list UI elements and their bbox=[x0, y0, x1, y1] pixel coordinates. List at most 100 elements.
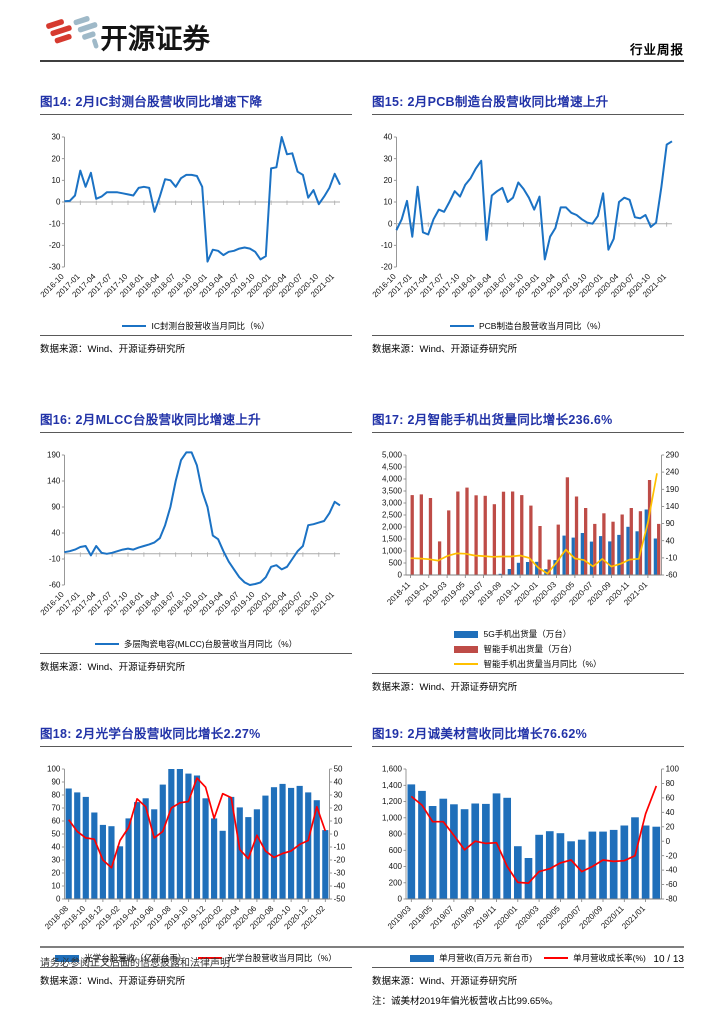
svg-text:-60: -60 bbox=[49, 581, 61, 590]
legend-label: 智能手机出货量当月同比（%） bbox=[483, 659, 602, 669]
figure-16-chart: -60 -10 40 90 140 190 2016-10 2017-01 2017-04 201… bbox=[39, 445, 352, 650]
svg-text:30: 30 bbox=[383, 154, 392, 163]
brand-logo: 开源证券 bbox=[40, 14, 232, 60]
svg-text:40: 40 bbox=[383, 133, 392, 142]
chart-svg: -30-20-1001020302016-102017-012017-04201… bbox=[39, 133, 341, 299]
figure-14: 图14: 2月IC封测台股营收同比增速下降 -30 -20 -10 0 10 20 30 20… bbox=[39, 75, 352, 355]
svg-text:-10: -10 bbox=[381, 241, 393, 250]
legend-line-swatch bbox=[198, 957, 223, 959]
svg-text:20: 20 bbox=[51, 869, 60, 878]
svg-text:-10: -10 bbox=[49, 219, 61, 228]
chart-legend: IC封测台股营收当月同比（%） bbox=[40, 320, 352, 332]
figure-17-title: 图17: 2月智能手机出货量同比增长236.6% bbox=[372, 406, 684, 433]
figures-row-2: 图16: 2月MLCC台股营收同比增速上升 -60 -10 40 90 140 190 20… bbox=[0, 393, 724, 693]
svg-text:3,000: 3,000 bbox=[382, 499, 403, 508]
legend-item: 光学台股营收（亿新台币） bbox=[55, 952, 186, 964]
svg-text:10: 10 bbox=[383, 198, 392, 207]
svg-text:-60: -60 bbox=[666, 571, 678, 580]
svg-text:1,000: 1,000 bbox=[382, 547, 403, 556]
svg-text:0: 0 bbox=[666, 837, 671, 846]
svg-text:0: 0 bbox=[56, 895, 61, 904]
figure-17-source: 数据来源：Wind、开源证券研究所 bbox=[372, 673, 684, 693]
svg-text:-60: -60 bbox=[666, 880, 678, 889]
svg-text:40: 40 bbox=[51, 529, 60, 538]
svg-text:600: 600 bbox=[389, 846, 403, 855]
legend-item: 5G手机出货量（万台） bbox=[454, 628, 571, 640]
svg-text:10: 10 bbox=[334, 817, 343, 826]
figure-19-chart: 0 200 400 600 800 1,000 1,200 1,400 1,600 -80 -60-… bbox=[372, 759, 684, 964]
svg-text:500: 500 bbox=[389, 559, 403, 568]
chart-legend: 5G手机出货量（万台） 智能手机出货量（万台） 智能手机出货量当月同比（%） bbox=[454, 628, 602, 670]
svg-text:20: 20 bbox=[666, 822, 675, 831]
svg-text:-20: -20 bbox=[381, 263, 393, 272]
figure-18-chart: 0 10 20 30 40 50 60 70 80 90 100 -50 -40 -30 -20 -10 0 10… bbox=[40, 759, 352, 964]
chart-svg: -20-100102030402016-102017-012017-042017… bbox=[371, 133, 673, 299]
figure-16-title: 图16: 2月MLCC台股营收同比增速上升 bbox=[40, 406, 352, 433]
svg-text:30: 30 bbox=[51, 133, 60, 142]
legend-line-swatch bbox=[454, 663, 479, 665]
svg-text:40: 40 bbox=[334, 778, 343, 787]
legend-item: PCB制造台股营收当月同比（%） bbox=[449, 320, 607, 332]
svg-text:0: 0 bbox=[56, 198, 61, 207]
svg-text:50: 50 bbox=[51, 830, 60, 839]
kaiyuan-logo-icon: 开源证券 bbox=[46, 16, 211, 54]
legend-label: 5G手机出货量（万台） bbox=[483, 629, 572, 639]
figures-row-1: 图14: 2月IC封测台股营收同比增速下降 -30 -20 -10 0 10 20 30 20… bbox=[0, 75, 724, 355]
svg-text:60: 60 bbox=[666, 794, 675, 803]
svg-text:80: 80 bbox=[51, 791, 60, 800]
svg-text:140: 140 bbox=[666, 502, 680, 511]
svg-text:30: 30 bbox=[334, 791, 343, 800]
doc-type-label: 行业周报 bbox=[629, 43, 684, 57]
svg-text:1,000: 1,000 bbox=[382, 813, 403, 822]
chart-svg: -60-1040901401902016-102017-012017-04201… bbox=[39, 451, 341, 617]
svg-text:30: 30 bbox=[51, 856, 60, 865]
figure-14-title: 图14: 2月IC封测台股营收同比增速下降 bbox=[40, 88, 352, 115]
svg-text:0: 0 bbox=[334, 830, 339, 839]
svg-text:1,200: 1,200 bbox=[382, 797, 403, 806]
figure-18-source: 数据来源：Wind、开源证券研究所 bbox=[40, 967, 352, 987]
svg-text:90: 90 bbox=[666, 519, 675, 528]
svg-text:40: 40 bbox=[666, 808, 675, 817]
svg-text:3,500: 3,500 bbox=[382, 487, 403, 496]
svg-text:90: 90 bbox=[51, 503, 60, 512]
logo-right-leaf bbox=[73, 16, 99, 49]
svg-text:20: 20 bbox=[51, 154, 60, 163]
legend-item: 光学台股营收当月同比（%） bbox=[198, 952, 337, 964]
legend-bar-swatch bbox=[454, 630, 479, 638]
svg-text:10: 10 bbox=[51, 882, 60, 891]
figure-18-title: 图18: 2月光学台股营收同比增长2.27% bbox=[40, 720, 352, 747]
figure-17: 图17: 2月智能手机出货量同比增长236.6% 0 500 1,000 1,500 2… bbox=[372, 393, 684, 693]
svg-text:90: 90 bbox=[51, 778, 60, 787]
logo-left-leaf bbox=[46, 19, 72, 44]
legend-label: PCB制造台股营收当月同比（%） bbox=[478, 321, 607, 331]
svg-text:190: 190 bbox=[666, 485, 680, 494]
chart-legend: 单月营收(百万元 新台币) 单月营收成长率(%) bbox=[372, 952, 684, 964]
chart-legend: 光学台股营收（亿新台币） 光学台股营收当月同比（%） bbox=[40, 952, 352, 964]
svg-text:-30: -30 bbox=[49, 263, 61, 272]
figure-15-source: 数据来源：Wind、开源证券研究所 bbox=[372, 335, 684, 355]
legend-line-swatch bbox=[122, 325, 147, 327]
svg-text:-30: -30 bbox=[334, 869, 346, 878]
figure-14-chart: -30 -20 -10 0 10 20 30 2016-10 2017-01 2017-04 201… bbox=[39, 127, 352, 332]
figure-19-title: 图19: 2月诚美材营收同比增长76.62% bbox=[372, 720, 684, 747]
legend-item: 单月营收成长率(%) bbox=[544, 952, 646, 964]
figure-16: 图16: 2月MLCC台股营收同比增速上升 -60 -10 40 90 140 190 20… bbox=[39, 393, 352, 693]
figure-19-source: 数据来源：Wind、开源证券研究所 bbox=[372, 967, 684, 987]
legend-label: 单月营收(百万元 新台币) bbox=[439, 953, 533, 963]
legend-item: 智能手机出货量（万台） bbox=[454, 643, 577, 655]
svg-text:-20: -20 bbox=[334, 856, 346, 865]
svg-text:-20: -20 bbox=[666, 851, 678, 860]
svg-text:140: 140 bbox=[47, 477, 61, 486]
legend-line-swatch bbox=[449, 325, 474, 327]
svg-text:40: 40 bbox=[51, 843, 60, 852]
chart-svg: 0 500 1,000 1,500 2,000 2,500 3,000 3,500 4,000 4… bbox=[382, 451, 680, 608]
legend-label: 智能手机出货量（万台） bbox=[483, 644, 577, 654]
svg-text:190: 190 bbox=[47, 451, 61, 460]
svg-text:1,600: 1,600 bbox=[382, 765, 403, 774]
legend-line-swatch bbox=[94, 643, 119, 645]
svg-text:70: 70 bbox=[51, 804, 60, 813]
svg-text:-10: -10 bbox=[49, 555, 61, 564]
chart-legend: PCB制造台股营收当月同比（%） bbox=[372, 320, 684, 332]
legend-item: 智能手机出货量当月同比（%） bbox=[454, 658, 602, 670]
